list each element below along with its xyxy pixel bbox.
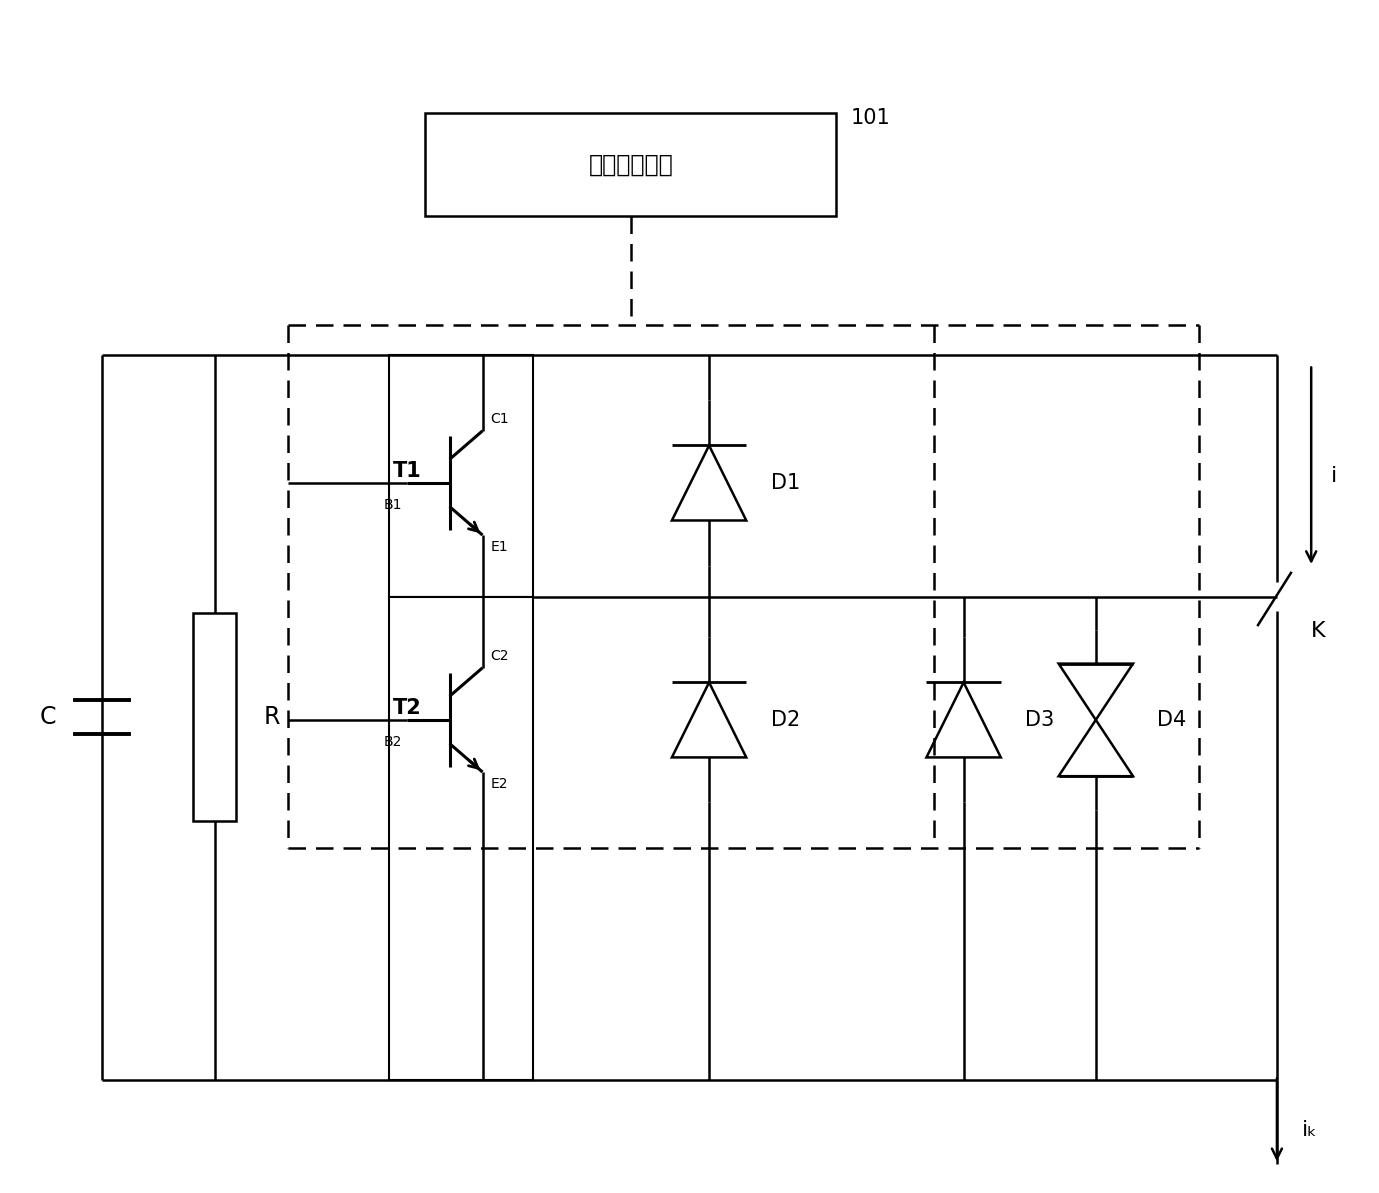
- Text: T1: T1: [393, 462, 422, 481]
- Text: E1: E1: [491, 540, 507, 554]
- Text: B1: B1: [383, 497, 403, 512]
- Text: C1: C1: [491, 412, 509, 426]
- Bar: [389, 596, 532, 1080]
- Bar: [193, 613, 236, 821]
- Text: 101: 101: [851, 107, 891, 128]
- Text: K: K: [1311, 622, 1325, 641]
- Text: iₖ: iₖ: [1302, 1119, 1317, 1139]
- Text: R: R: [263, 705, 280, 729]
- Text: D2: D2: [771, 710, 800, 730]
- Text: i: i: [1331, 465, 1338, 486]
- Text: D4: D4: [1157, 710, 1187, 730]
- Text: B2: B2: [385, 735, 403, 749]
- Text: D1: D1: [771, 472, 800, 493]
- Text: T2: T2: [393, 698, 422, 718]
- Text: C: C: [40, 705, 57, 729]
- Text: 子模块控制器: 子模块控制器: [589, 153, 673, 177]
- Bar: [389, 354, 532, 596]
- Bar: [425, 113, 836, 216]
- Text: E2: E2: [491, 777, 507, 791]
- Text: D3: D3: [1026, 710, 1055, 730]
- Text: C2: C2: [491, 649, 509, 663]
